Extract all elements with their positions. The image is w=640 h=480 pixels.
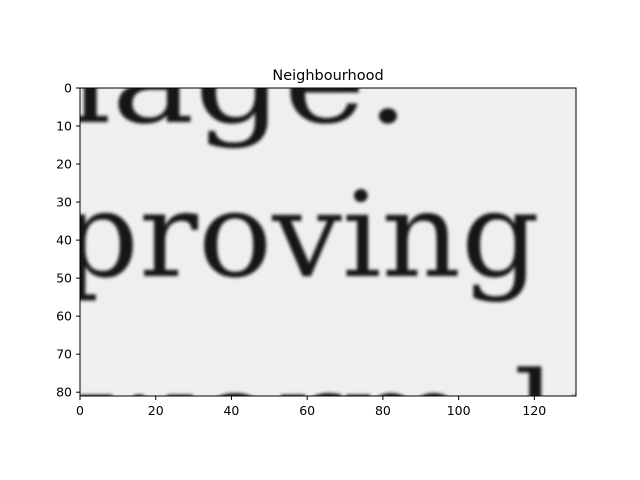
image-word-bottom: worm la (78, 346, 638, 480)
x-tick-label: 100 (447, 403, 471, 418)
y-tick-label: 30 (56, 195, 72, 210)
axes-frame (79, 87, 577, 397)
paper-background (80, 88, 576, 396)
y-tick-label: 70 (56, 347, 72, 362)
y-tick-label: 40 (56, 233, 72, 248)
y-tick-label: 60 (56, 309, 72, 324)
plot-title: Neighbourhood (272, 68, 383, 84)
image-word-middle: proving (60, 166, 540, 304)
y-tick-label: 50 (56, 271, 72, 286)
x-tick-label: 20 (148, 403, 164, 418)
x-tick-label: 60 (299, 403, 315, 418)
y-tick-label: 10 (56, 119, 72, 134)
x-axis: 0 20 40 60 80 100 120 (76, 396, 546, 418)
image-area: nage. proving worm la (22, 12, 638, 480)
y-tick-label: 0 (64, 81, 72, 96)
x-tick-label: 40 (223, 403, 239, 418)
y-tick-label: 80 (56, 385, 72, 400)
y-axis: 0 10 20 30 40 50 60 70 80 (56, 81, 80, 400)
x-tick-label: 0 (76, 403, 84, 418)
y-tick-label: 20 (56, 157, 72, 172)
image-word-top: nage. (22, 12, 410, 150)
x-tick-label: 80 (375, 403, 391, 418)
x-tick-label: 120 (522, 403, 546, 418)
